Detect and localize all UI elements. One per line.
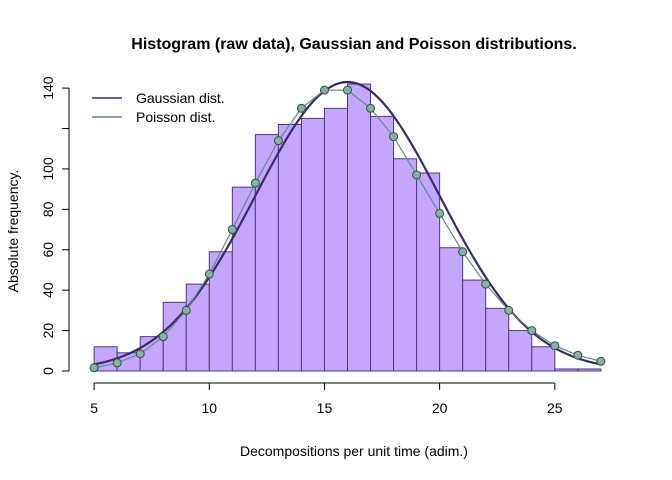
y-tick-label: 100 xyxy=(40,157,56,181)
chart-title: Histogram (raw data), Gaussian and Poiss… xyxy=(131,36,576,53)
histogram-bar xyxy=(508,330,533,372)
poisson-point xyxy=(343,85,352,95)
histogram-bars xyxy=(93,83,602,372)
x-tick-label: 5 xyxy=(90,400,98,416)
legend-label: Gaussian dist. xyxy=(136,90,225,106)
poisson-point xyxy=(250,178,260,188)
y-tick-label: 80 xyxy=(40,201,56,217)
poisson-point xyxy=(112,358,122,368)
y-tick-label: 0 xyxy=(40,367,56,375)
poisson-point xyxy=(458,247,468,257)
histogram-bar xyxy=(254,134,279,372)
histogram-bar xyxy=(323,107,349,372)
x-tick-label: 10 xyxy=(202,400,218,416)
y-tick-label: 140 xyxy=(40,76,56,100)
histogram-bar xyxy=(185,283,210,372)
histogram-bar xyxy=(300,117,325,372)
histogram-bar xyxy=(439,247,464,372)
x-tick-label: 20 xyxy=(432,400,448,416)
poisson-point xyxy=(158,332,168,342)
histogram-bar xyxy=(531,346,556,372)
poisson-point xyxy=(273,136,283,146)
poisson-point xyxy=(181,305,191,315)
poisson-point xyxy=(296,103,306,113)
histogram-bar xyxy=(231,186,256,372)
poisson-point xyxy=(227,225,237,235)
poisson-point xyxy=(366,103,376,113)
poisson-point xyxy=(412,170,422,180)
poisson-point xyxy=(550,341,560,351)
x-axis-label: Decompositions per unit time (adim.) xyxy=(240,443,468,459)
poisson-point xyxy=(504,305,514,315)
x-tick-label: 25 xyxy=(547,400,563,416)
histogram-bar xyxy=(416,172,441,372)
histogram-bar xyxy=(577,368,602,372)
histogram-bar xyxy=(393,158,418,372)
y-tick-label: 40 xyxy=(40,282,56,298)
y-tick-label: 60 xyxy=(40,242,56,258)
y-axis-label: Absolute frequency. xyxy=(5,170,21,293)
y-tick-label: 20 xyxy=(40,323,56,339)
histogram-bar xyxy=(554,368,579,372)
x-tick-label: 15 xyxy=(317,400,333,416)
histogram-bar xyxy=(347,83,372,372)
histogram-bar xyxy=(370,115,395,372)
poisson-point xyxy=(319,85,329,95)
poisson-point xyxy=(435,208,445,218)
histogram-bar xyxy=(462,279,487,372)
poisson-point xyxy=(389,132,399,142)
poisson-point xyxy=(481,279,491,289)
poisson-point xyxy=(204,269,214,279)
poisson-point xyxy=(89,363,99,373)
legend-label: Poisson dist. xyxy=(136,109,215,125)
y-axis: 0 20 40 60 80 100 140 xyxy=(40,76,70,375)
x-axis: 5 10 15 20 25 xyxy=(90,382,563,416)
poisson-point xyxy=(527,326,537,336)
histogram-bar xyxy=(485,307,510,372)
poisson-point xyxy=(596,356,606,366)
poisson-series xyxy=(89,85,606,373)
poisson-point xyxy=(135,349,145,359)
legend: Gaussian dist. Poisson dist. xyxy=(92,90,225,125)
poisson-point xyxy=(573,350,583,360)
histogram-bar xyxy=(277,123,302,372)
histogram-bar xyxy=(208,251,233,372)
